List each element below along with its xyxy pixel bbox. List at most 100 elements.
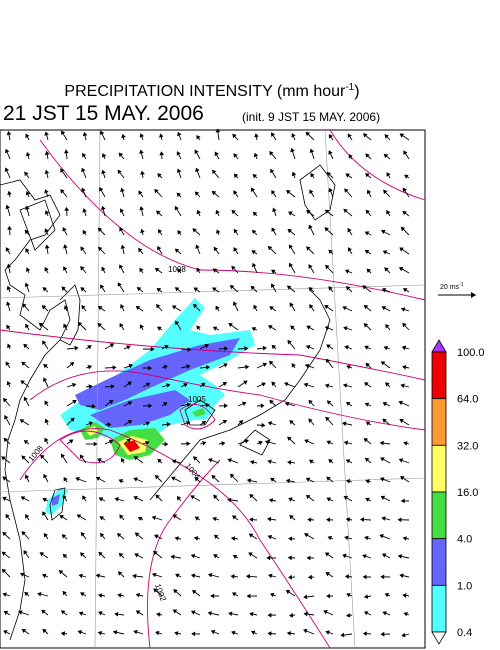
wind-arrowhead — [271, 269, 276, 274]
wind-arrowhead — [262, 345, 267, 351]
colorbar-segment — [431, 584, 447, 633]
wind-arrowhead — [360, 517, 365, 522]
wind-arrowhead — [328, 134, 333, 139]
wind-arrowhead — [25, 151, 31, 157]
wind-arrowhead — [211, 190, 217, 196]
wind-arrowhead — [345, 173, 350, 178]
wind-arrowhead — [195, 167, 200, 173]
wind-arrowhead — [175, 573, 180, 578]
wind-arrowhead — [82, 229, 87, 235]
wind-arrowhead — [346, 592, 351, 598]
wind-arrowhead — [120, 244, 126, 249]
wind-arrowhead — [385, 324, 390, 329]
wind-arrowhead — [228, 611, 233, 617]
wind-arrowhead — [139, 267, 144, 273]
wind-arrowhead — [380, 574, 385, 580]
wind-arrowhead — [268, 325, 273, 330]
wind-arrowhead — [401, 345, 407, 351]
wind-arrowhead — [307, 517, 312, 523]
wind-arrowhead — [270, 168, 275, 174]
wind-arrowhead — [268, 573, 273, 579]
wind-arrowhead — [230, 574, 235, 579]
wind-arrowhead — [326, 476, 331, 481]
wind-arrowhead — [212, 287, 217, 292]
wind-arrowhead — [304, 363, 310, 369]
wind-arrowhead — [343, 326, 348, 331]
colorbar-label: 64.0 — [457, 394, 478, 406]
wind-arrowhead — [58, 570, 64, 575]
wind-arrowhead — [171, 459, 177, 464]
wind-arrowhead — [25, 323, 30, 329]
wind-arrowhead — [365, 153, 370, 158]
wind-arrowhead — [380, 631, 385, 637]
colorbar-segment — [431, 444, 447, 493]
wind-arrowhead — [400, 383, 405, 389]
wind-arrowhead — [91, 403, 96, 409]
wind-arrowhead — [381, 229, 386, 234]
wind-arrowhead — [140, 170, 145, 175]
wind-arrowhead — [190, 553, 196, 559]
wind-arrowhead — [402, 187, 407, 193]
wind-arrowhead — [100, 532, 105, 538]
wind-arrowhead — [60, 610, 66, 615]
wind-arrowhead — [232, 515, 237, 520]
wind-arrowhead — [25, 205, 30, 210]
wind-arrowhead — [174, 631, 179, 636]
wind-arrowhead — [5, 361, 10, 366]
wind-arrowhead — [343, 495, 349, 501]
wind-arrowhead — [305, 494, 311, 500]
wind-arrowhead — [156, 612, 161, 617]
wind-arrowhead — [380, 361, 386, 366]
wind-arrowhead — [118, 552, 124, 558]
wind-arrowhead — [42, 497, 47, 503]
wind-arrowhead — [340, 632, 345, 638]
wind-arrowhead — [164, 345, 169, 350]
wind-arrowhead — [324, 209, 330, 214]
wind-arrowhead — [212, 268, 218, 273]
wind-arrowhead — [78, 573, 83, 579]
wind-arrowhead — [19, 419, 25, 424]
wind-arrowhead — [183, 383, 188, 388]
wind-arrowhead — [305, 345, 311, 350]
wind-arrowhead — [306, 325, 311, 330]
wind-arrowhead — [23, 550, 28, 555]
wind-arrowhead — [101, 169, 106, 175]
wind-arrowhead — [346, 612, 351, 618]
wind-arrowhead — [6, 301, 11, 306]
wind-arrowhead — [150, 346, 155, 352]
wind-arrowhead — [59, 514, 65, 519]
wind-arrowhead — [174, 248, 180, 253]
wind-arrowhead — [41, 573, 47, 579]
wind-arrowhead — [4, 148, 10, 154]
wind-arrowhead — [365, 479, 370, 484]
wind-arrowhead — [284, 401, 290, 407]
wind-arrowhead — [384, 134, 389, 139]
wind-arrowhead — [210, 629, 216, 635]
wind-arrowhead — [287, 339, 292, 345]
wind-arrowhead — [44, 400, 49, 406]
wind-arrowhead — [21, 455, 26, 460]
wind-arrowhead — [379, 440, 384, 446]
wind-arrowhead — [44, 189, 49, 194]
wind-arrowhead — [403, 441, 408, 446]
wind-arrowhead — [62, 495, 67, 500]
wind-arrowhead — [325, 572, 331, 577]
wind-arrowhead — [177, 230, 182, 235]
title-text: PRECIPITATION INTENSITY (mm hour — [64, 83, 346, 100]
wind-arrowhead — [347, 247, 352, 252]
wind-arrowhead — [81, 167, 86, 173]
wind-arrowhead — [267, 516, 272, 522]
wind-arrowhead — [126, 438, 131, 443]
wind-arrowhead — [272, 207, 277, 212]
wind-arrowhead — [114, 497, 119, 502]
wind-arrowhead — [154, 188, 159, 194]
wind-arrowhead — [174, 536, 179, 541]
wind-arrowhead — [119, 227, 124, 232]
wind-arrowhead — [138, 247, 143, 253]
wind-arrowhead — [97, 246, 103, 252]
wind-arrowhead — [18, 610, 23, 615]
wind-arrowhead — [42, 377, 48, 382]
wind-arrowhead — [151, 515, 157, 521]
wind-arrowhead — [346, 364, 351, 370]
wind-arrowhead — [303, 594, 308, 600]
